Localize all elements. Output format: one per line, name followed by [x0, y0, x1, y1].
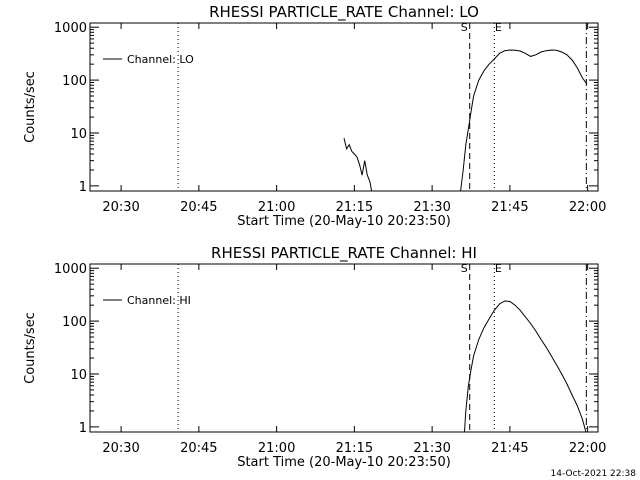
panel1-y-tick-label: 1 [79, 180, 87, 195]
panel1-y-axis-label: Counts/sec [23, 71, 38, 143]
panel1-title: RHESSI PARTICLE_RATE Channel: LO [209, 3, 479, 22]
panel2-x-tick-label: 21:15 [336, 441, 373, 456]
panel2-y-tick-label: 1 [79, 421, 87, 436]
panel1-x-axis-label: Start Time (20-May-10 20:23:50) [237, 214, 451, 229]
panel2-y-tick-label: 1000 [54, 262, 87, 277]
panel1-x-tick-label: 20:45 [180, 200, 217, 215]
panel1-y-tick-label: 1000 [54, 21, 87, 36]
panel2-start-marker: S [461, 262, 468, 275]
panel1-y-tick-label: 10 [70, 127, 87, 142]
panel2-x-tick-label: 22:00 [569, 441, 606, 456]
panel1-x-tick-label: 21:30 [413, 200, 450, 215]
panel1-start-marker: S [461, 21, 468, 34]
panel2-y-tick-label: 100 [62, 315, 87, 330]
panel1-legend-label: Channel: LO [127, 53, 194, 66]
panel2-y-axis-label: Counts/sec [23, 312, 38, 384]
panel1-x-tick-label: 21:00 [258, 200, 295, 215]
panel2-y-tick-label: 10 [70, 368, 87, 383]
panel1-y-tick-label: 100 [62, 74, 87, 89]
panel2-title: RHESSI PARTICLE_RATE Channel: HI [211, 244, 477, 263]
panel2-x-tick-label: 21:45 [491, 441, 528, 456]
panel2-x-tick-label: 20:30 [102, 441, 139, 456]
panel2-x-axis-label: Start Time (20-May-10 20:23:50) [237, 455, 451, 470]
panel1-plot-frame [89, 22, 599, 192]
panel2-end-marker: E [495, 262, 502, 275]
panel2-x-tick-label: 21:00 [258, 441, 295, 456]
panel1-x-tick-label: 21:15 [336, 200, 373, 215]
panel2-plot-frame [89, 263, 599, 433]
panel1-end-marker: E [495, 21, 502, 34]
panel1-series-line [343, 137, 373, 192]
panel2-x-tick-label: 20:45 [180, 441, 217, 456]
panel2-legend-label: Channel: HI [127, 294, 191, 307]
panel1-x-tick-label: 22:00 [569, 200, 606, 215]
footer-date: 14-Oct-2021 22:38 [551, 469, 637, 479]
panel2-x-tick-label: 21:30 [413, 441, 450, 456]
panel1-x-tick-label: 20:30 [102, 200, 139, 215]
panel1-x-tick-label: 21:45 [491, 200, 528, 215]
panel1-series-line [460, 49, 588, 192]
panel2-series-line [464, 300, 587, 433]
